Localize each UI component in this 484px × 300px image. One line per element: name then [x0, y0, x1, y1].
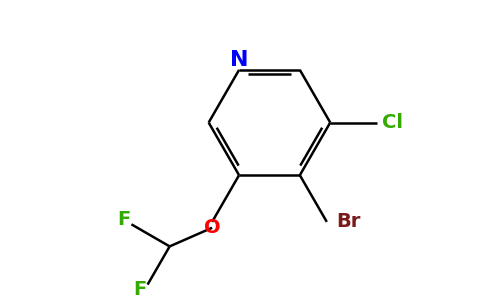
Text: F: F	[133, 280, 146, 299]
Text: N: N	[230, 50, 248, 70]
Text: F: F	[117, 210, 130, 229]
Text: Cl: Cl	[382, 113, 404, 132]
Text: Br: Br	[336, 212, 361, 231]
Text: O: O	[204, 218, 220, 237]
